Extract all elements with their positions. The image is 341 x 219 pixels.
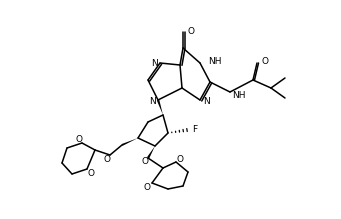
Text: O: O: [88, 168, 94, 178]
Text: O: O: [261, 57, 268, 65]
Text: N: N: [152, 58, 158, 67]
Text: N: N: [203, 97, 209, 106]
Text: O: O: [142, 157, 148, 166]
Polygon shape: [122, 138, 138, 146]
Text: NH: NH: [232, 92, 246, 101]
Text: F: F: [192, 125, 197, 134]
Text: O: O: [188, 28, 195, 37]
Text: O: O: [144, 184, 150, 193]
Text: NH: NH: [208, 58, 222, 67]
Text: O: O: [104, 154, 110, 164]
Polygon shape: [157, 100, 163, 115]
Polygon shape: [147, 146, 155, 159]
Text: N: N: [149, 97, 155, 106]
Text: O: O: [75, 134, 83, 143]
Text: O: O: [177, 154, 183, 164]
